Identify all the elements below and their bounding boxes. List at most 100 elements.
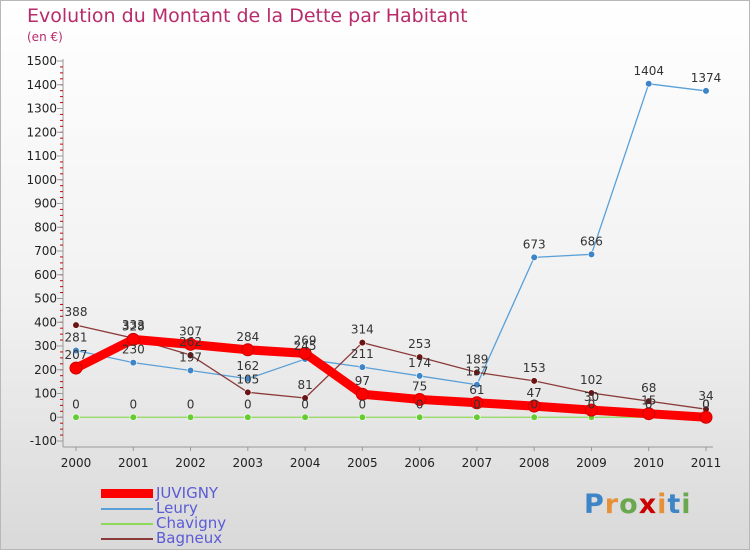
data-point-leury xyxy=(645,80,653,88)
data-point-leury xyxy=(587,250,596,258)
data-point-juvigny xyxy=(298,346,312,360)
x-tick-label: 2011 xyxy=(691,456,722,470)
brand-letter: i xyxy=(657,489,668,520)
data-label-bagneux: 105 xyxy=(236,372,259,386)
y-tick-label: 700 xyxy=(34,244,57,258)
data-label-juvigny: 15 xyxy=(641,394,656,408)
chart-title: Evolution du Montant de la Dette par Hab… xyxy=(27,5,468,27)
brand-letter: x xyxy=(638,489,658,520)
data-label-bagneux: 262 xyxy=(179,335,202,349)
data-label-chavigny: 0 xyxy=(187,397,195,411)
data-label-leury: 137 xyxy=(465,365,488,379)
data-label-leury: 1374 xyxy=(691,71,722,85)
brand-letter: t xyxy=(667,489,682,520)
data-point-juvigny xyxy=(413,392,427,406)
data-point-juvigny xyxy=(355,387,369,401)
legend-label: Chavigny xyxy=(156,514,227,532)
x-tick-label: 2001 xyxy=(118,456,149,470)
data-point-chavigny xyxy=(358,413,366,421)
data-label-juvigny: 97 xyxy=(355,374,370,388)
data-label-leury: 686 xyxy=(580,234,603,248)
data-label-chavigny: 0 xyxy=(244,397,252,411)
data-point-juvigny xyxy=(470,396,484,410)
data-point-bagneux xyxy=(301,394,309,402)
data-point-leury xyxy=(186,366,195,375)
data-point-bagneux xyxy=(416,353,424,361)
y-tick-label: 800 xyxy=(34,220,57,234)
data-label-juvigny: 207 xyxy=(65,348,88,362)
series-line-bagneux xyxy=(75,324,707,410)
data-point-juvigny xyxy=(527,399,541,413)
data-label-juvigny: 30 xyxy=(584,390,599,404)
data-point-leury xyxy=(473,381,481,389)
data-point-bagneux xyxy=(72,321,80,329)
data-label-juvigny: 307 xyxy=(179,324,202,338)
y-tick-label: 600 xyxy=(34,268,57,282)
legend-item-bagneux: Bagneux xyxy=(101,531,226,546)
data-label-bagneux: 68 xyxy=(641,381,656,395)
y-tick-label: -100 xyxy=(30,434,57,448)
legend-label: Bagneux xyxy=(156,529,223,547)
legend-swatch-chavigny xyxy=(101,522,153,525)
brand-logo: Proxiti xyxy=(584,489,692,520)
y-tick-label: 0 xyxy=(49,410,57,424)
data-label-bagneux: 153 xyxy=(523,361,546,375)
x-tick-label: 2007 xyxy=(462,456,493,470)
data-label-chavigny: 0 xyxy=(702,397,710,411)
data-label-juvigny: 269 xyxy=(294,333,317,347)
data-label-bagneux: 333 xyxy=(122,318,145,332)
y-tick-label: 900 xyxy=(34,197,57,211)
data-label-chavigny: 0 xyxy=(72,397,80,411)
x-tick-label: 2009 xyxy=(576,456,607,470)
data-label-leury: 197 xyxy=(179,350,202,364)
data-point-juvigny xyxy=(699,410,713,424)
data-point-juvigny xyxy=(184,337,198,351)
y-tick-label: 1200 xyxy=(26,125,57,139)
data-label-bagneux: 102 xyxy=(580,373,603,387)
data-point-bagneux xyxy=(358,339,366,347)
data-point-chavigny xyxy=(186,413,195,421)
y-tick-label: 500 xyxy=(34,292,57,306)
data-label-juvigny: 328 xyxy=(122,319,145,333)
y-tick-label: 100 xyxy=(34,387,57,401)
data-point-chavigny xyxy=(416,413,424,421)
data-label-bagneux: 34 xyxy=(698,389,713,403)
legend-swatch-bagneux xyxy=(101,537,153,540)
y-tick-label: 1300 xyxy=(26,102,57,116)
data-point-bagneux xyxy=(244,388,252,396)
x-tick-label: 2006 xyxy=(404,456,435,470)
data-label-leury: 162 xyxy=(236,359,259,373)
data-point-juvigny xyxy=(584,403,598,417)
data-point-juvigny xyxy=(642,407,656,421)
data-label-bagneux: 314 xyxy=(351,323,374,337)
data-label-leury: 245 xyxy=(294,339,317,353)
data-point-bagneux xyxy=(645,397,653,405)
data-point-juvigny xyxy=(69,361,83,375)
data-label-leury: 211 xyxy=(351,347,374,361)
data-point-leury xyxy=(358,363,366,371)
data-label-chavigny: 0 xyxy=(588,397,596,411)
legend-label: Leury xyxy=(156,499,198,517)
legend: JUVIGNY Leury Chavigny Bagneux xyxy=(101,486,226,546)
data-label-bagneux: 81 xyxy=(297,378,312,392)
data-label-juvigny: 61 xyxy=(469,383,484,397)
brand-letter: P xyxy=(584,489,605,520)
series-line-juvigny xyxy=(71,334,711,422)
brand-letter: o xyxy=(619,489,639,520)
data-point-bagneux xyxy=(186,351,195,359)
data-label-leury: 174 xyxy=(408,356,431,370)
data-point-leury xyxy=(129,359,137,367)
data-point-chavigny xyxy=(244,413,252,421)
data-point-leury xyxy=(530,253,538,262)
y-tick-label: 1000 xyxy=(26,173,57,187)
y-tick-label: 1100 xyxy=(26,149,57,163)
data-point-bagneux xyxy=(530,377,538,385)
data-label-bagneux: 253 xyxy=(408,337,431,351)
data-label-juvigny: 284 xyxy=(236,330,259,344)
data-point-leury xyxy=(702,87,710,95)
data-label-chavigny: 0 xyxy=(416,397,424,411)
data-point-chavigny xyxy=(129,413,137,421)
legend-item-leury: Leury xyxy=(101,501,226,516)
y-tick-label: 1500 xyxy=(26,54,57,68)
